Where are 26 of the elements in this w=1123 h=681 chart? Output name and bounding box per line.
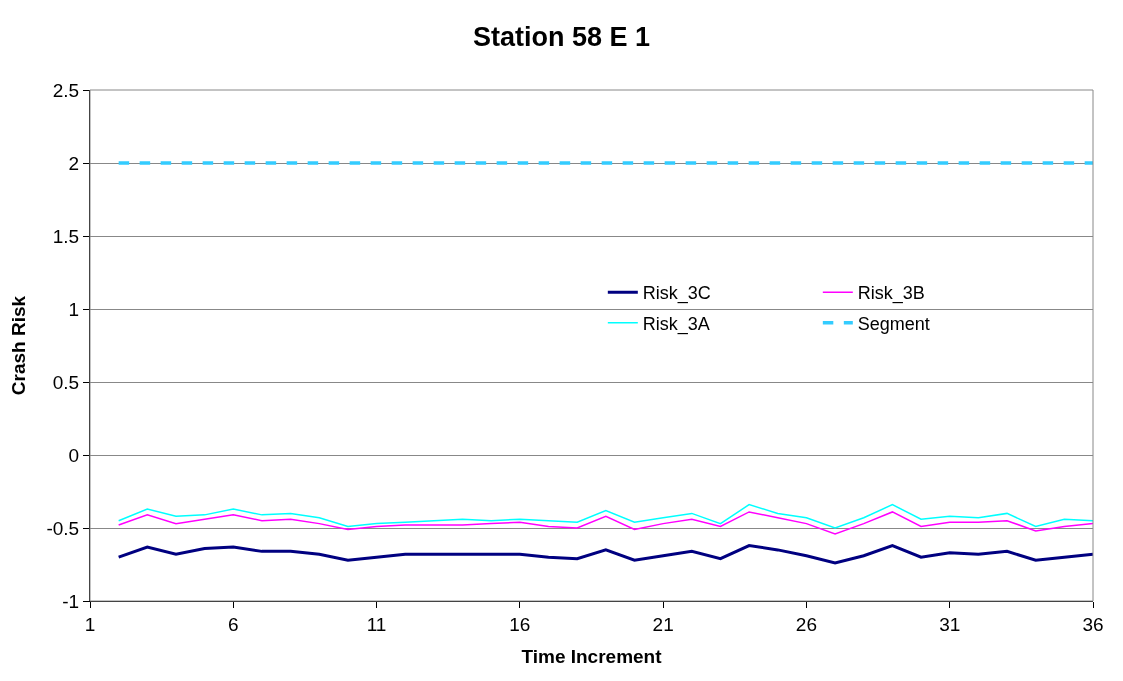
x-tick-label: 6	[228, 613, 239, 635]
y-tick-label: 0.5	[52, 371, 80, 393]
legend-label: Risk_3B	[857, 283, 925, 305]
x-tick-label: 11	[366, 613, 387, 635]
y-tick-label: 0	[68, 444, 80, 466]
x-axis-title: Time Increment	[521, 645, 663, 667]
line-series	[117, 511, 1093, 535]
y-axis-title: Crash Risk	[8, 295, 30, 396]
x-tick-label: 31	[939, 613, 961, 635]
y-tick-label: 2	[68, 152, 80, 174]
y-tick-label: 1.5	[52, 225, 80, 247]
x-tick-label: 1	[84, 613, 96, 635]
x-tick-label: 36	[1082, 613, 1104, 635]
line-series	[117, 503, 1093, 529]
line-series	[117, 544, 1093, 565]
chart-title: Station 58 E 1	[472, 22, 651, 53]
y-tick-label: 1	[68, 298, 80, 320]
x-tick-label: 21	[652, 613, 674, 635]
y-tick-label: -0.5	[46, 517, 80, 539]
y-tick-label: -1	[62, 590, 80, 612]
x-tick-label: 16	[509, 613, 531, 635]
x-tick-label: 26	[795, 613, 817, 635]
legend-label: Risk_3A	[642, 313, 710, 335]
legend-label: Risk_3C	[642, 283, 711, 305]
y-tick-label: 2.5	[52, 79, 80, 101]
legend-label: Segment	[857, 313, 930, 334]
